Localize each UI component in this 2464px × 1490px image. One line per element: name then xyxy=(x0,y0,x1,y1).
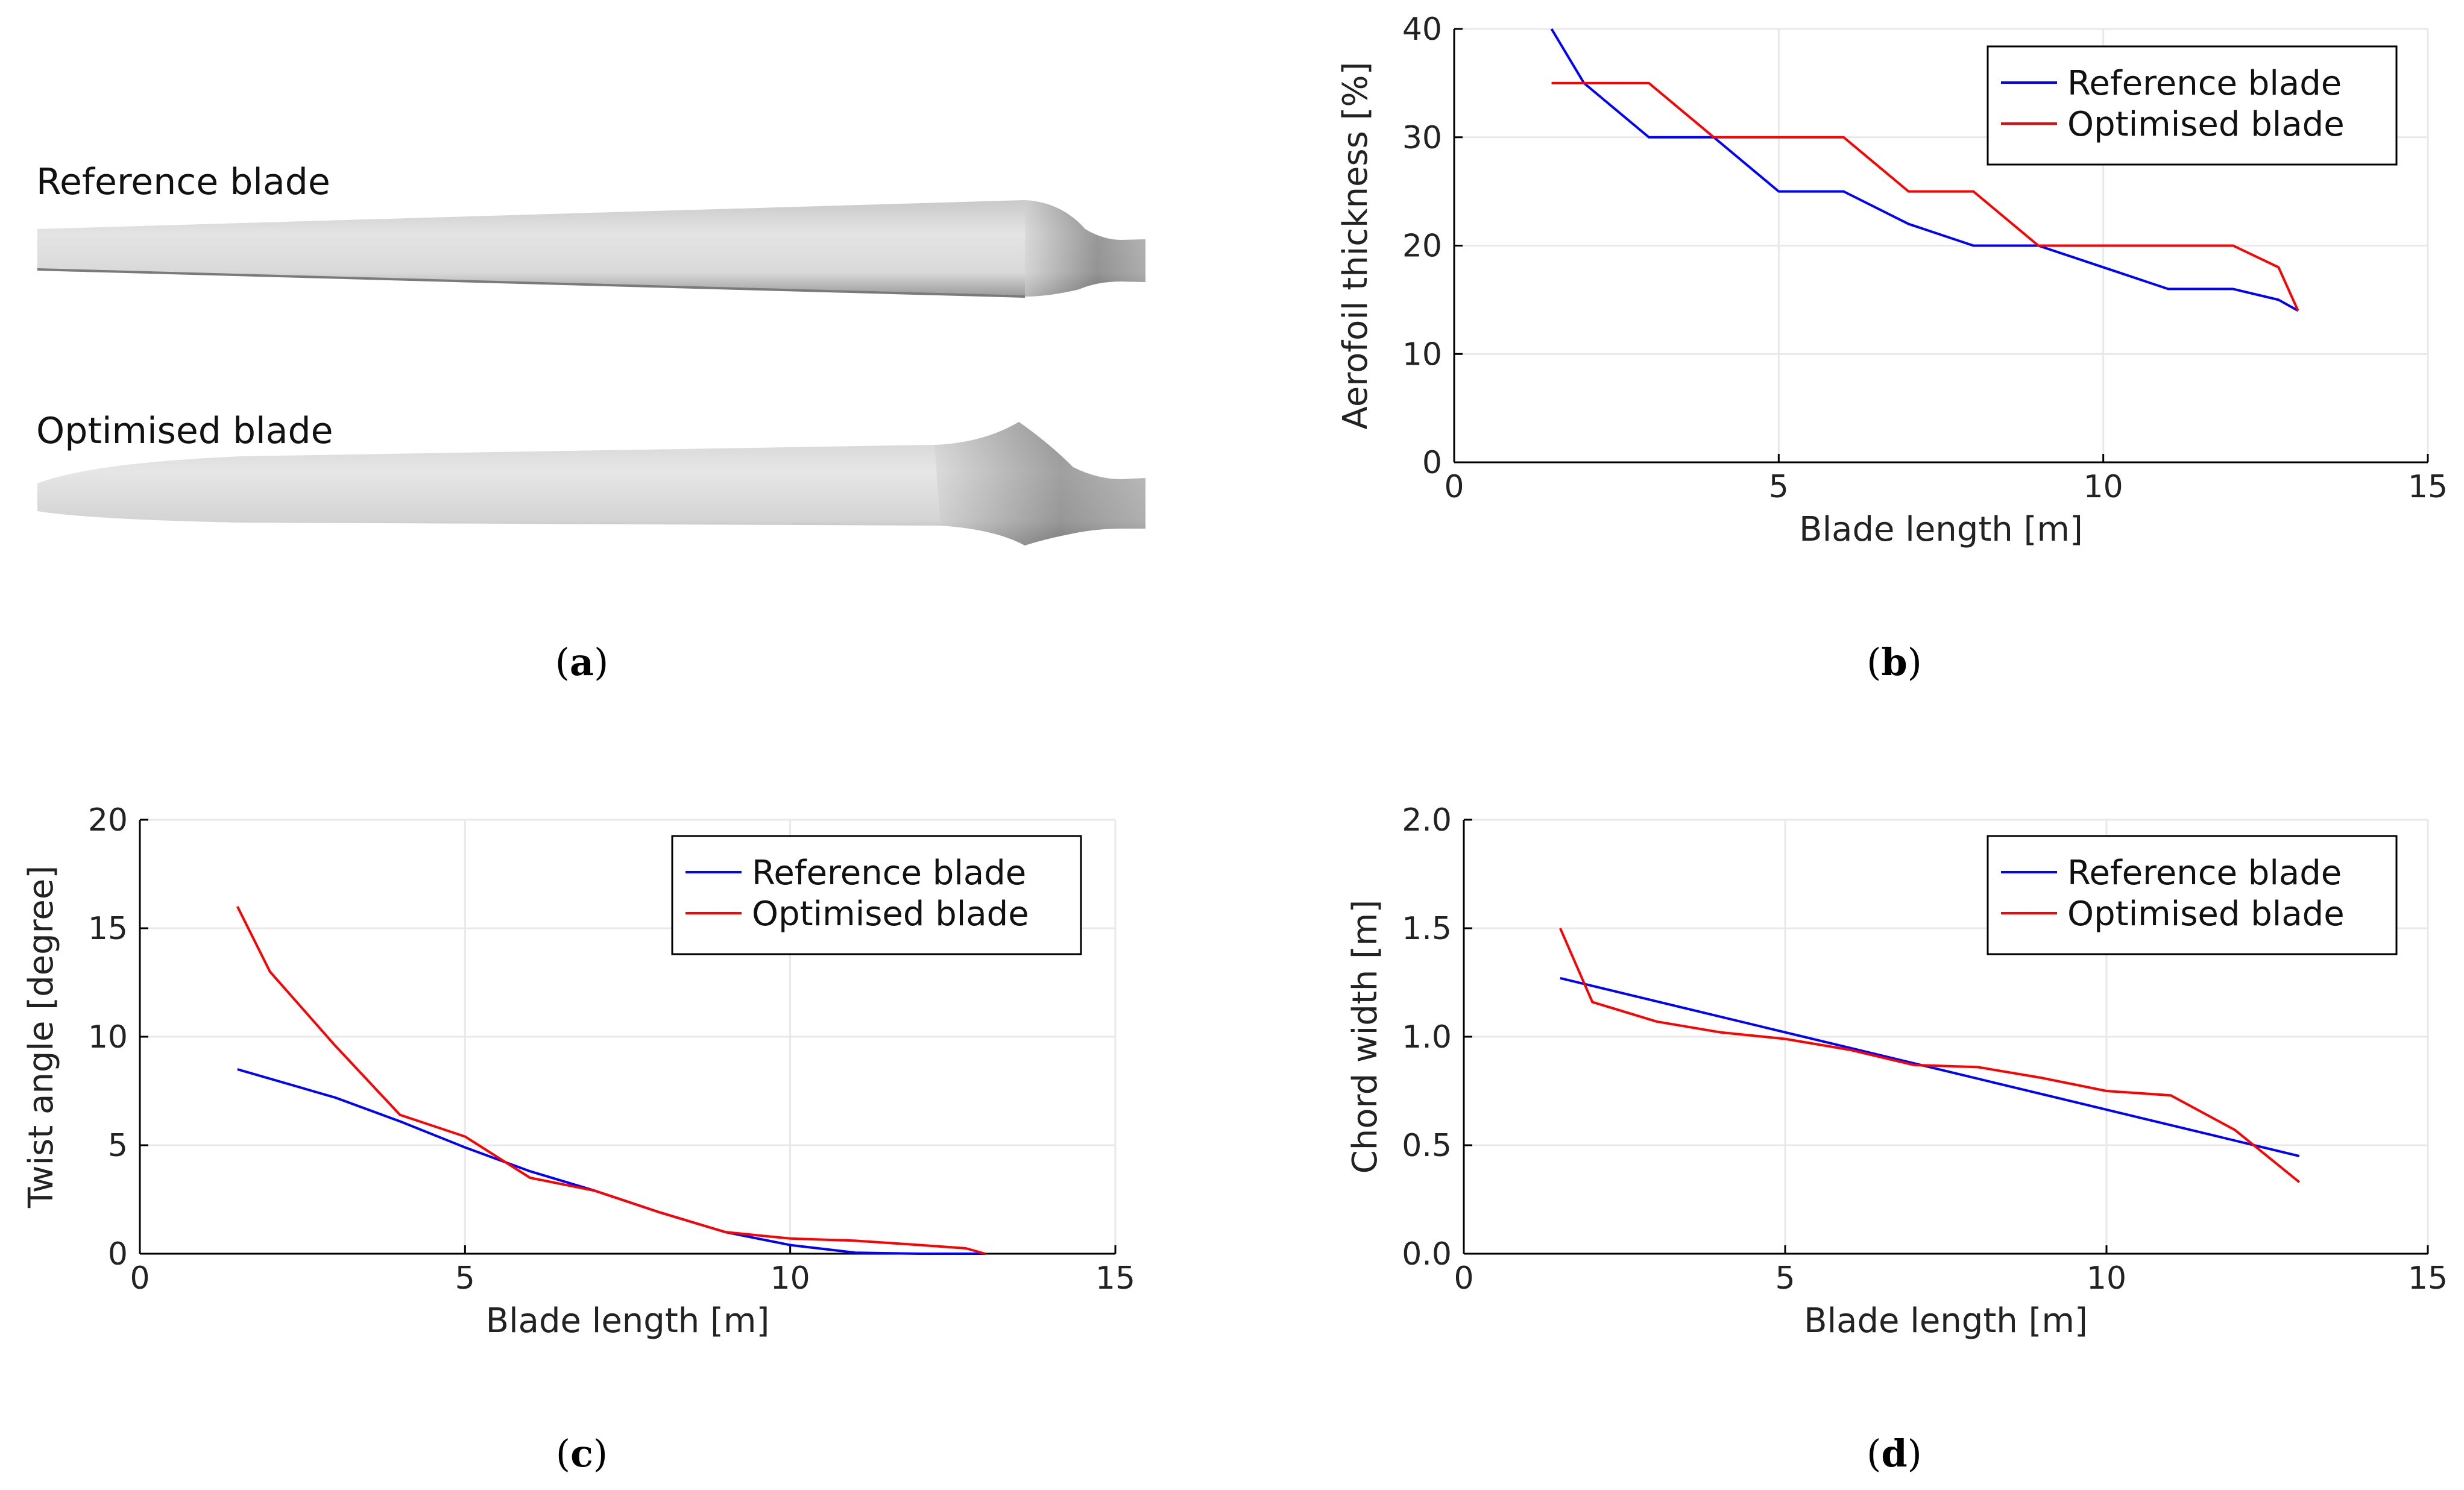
legend-label-optimised-blade: Optimised blade xyxy=(2067,105,2345,144)
y-axis-label: Chord width [m] xyxy=(1346,900,1385,1174)
y-tick-label: 1.5 xyxy=(1402,911,1452,947)
x-tick-label: 15 xyxy=(2408,469,2448,505)
x-tick-label: 15 xyxy=(2408,1260,2448,1297)
series-line-reference-blade xyxy=(1560,976,2300,1157)
y-tick-label: 20 xyxy=(1402,228,1442,265)
caption-d: (d) xyxy=(1867,1432,1922,1476)
x-tick-label: 10 xyxy=(770,1260,810,1297)
x-axis-label: Blade length [m] xyxy=(486,1301,770,1341)
legend-box xyxy=(1987,45,2398,166)
y-tick-label: 0.0 xyxy=(1402,1236,1452,1272)
legend-box xyxy=(1987,835,2398,955)
panel-a: Reference blade Optimised blade (a) xyxy=(36,161,1145,684)
y-axis-label: Twist angle [degree] xyxy=(22,866,61,1209)
y-tick-label: 2.0 xyxy=(1402,802,1452,838)
legend-label-optimised-blade: Optimised blade xyxy=(752,894,1029,934)
y-tick-label: 0.5 xyxy=(1402,1128,1452,1164)
y-axis-label: Aerofoil thickness [%] xyxy=(1336,62,1375,430)
series-line-reference-blade xyxy=(1550,28,2299,312)
y-tick-label: 30 xyxy=(1402,120,1442,156)
x-tick-label: 0 xyxy=(130,1260,150,1297)
x-tick-label: 10 xyxy=(2084,469,2123,505)
y-tick-label: 10 xyxy=(88,1019,128,1055)
x-tick-label: 5 xyxy=(1769,469,1789,505)
optimised-blade-label: Optimised blade xyxy=(36,410,333,452)
x-tick-label: 5 xyxy=(455,1260,475,1297)
chart-b: 0 5 10 15 0 10 20 30 40 Blade length [m] Aerofoil … xyxy=(1336,11,2448,684)
x-tick-label: 5 xyxy=(1775,1260,1795,1297)
legend-label-reference-blade: Reference blade xyxy=(2067,64,2342,103)
caption-c: (c) xyxy=(556,1432,608,1476)
reference-blade-label: Reference blade xyxy=(36,161,330,203)
legend-label-reference-blade: Reference blade xyxy=(752,853,1026,893)
y-tick-label: 15 xyxy=(88,911,128,947)
x-tick-label: 0 xyxy=(1454,1260,1473,1297)
series-line-optimised-blade xyxy=(1551,81,2299,312)
x-tick-label: 15 xyxy=(1095,1260,1135,1297)
y-tick-label: 5 xyxy=(108,1128,128,1164)
y-tick-label: 10 xyxy=(1402,336,1442,372)
y-tick-label: 0 xyxy=(108,1236,128,1272)
legend-label-reference-blade: Reference blade xyxy=(2067,853,2342,893)
legend-box xyxy=(671,835,1082,955)
series-line-optimised-blade xyxy=(236,906,986,1255)
optimised-blade-image xyxy=(37,422,1145,545)
x-tick-label: 0 xyxy=(1444,469,1464,505)
caption-a: (a) xyxy=(555,640,609,684)
legend-label-optimised-blade: Optimised blade xyxy=(2067,894,2345,934)
y-tick-label: 40 xyxy=(1402,11,1442,48)
caption-b: (b) xyxy=(1867,640,1922,684)
x-axis-label: Blade length [m] xyxy=(1804,1301,2088,1341)
series-line-reference-blade xyxy=(237,1068,986,1255)
x-tick-label: 10 xyxy=(2087,1260,2126,1297)
reference-blade-image xyxy=(37,200,1145,298)
y-tick-label: 20 xyxy=(88,802,128,838)
series-line-optimised-blade xyxy=(1559,928,2301,1183)
chart-d: 0 5 10 15 0.0 0.5 1.0 1.5 2.0 Blade length [m] Cho… xyxy=(1346,802,2448,1476)
y-tick-label: 1.0 xyxy=(1402,1019,1452,1055)
chart-c: 0 5 10 15 0 5 10 15 20 Blade length [m] Twist angl… xyxy=(22,802,1135,1476)
y-tick-label: 0 xyxy=(1422,445,1442,481)
x-axis-label: Blade length [m] xyxy=(1799,510,2083,549)
